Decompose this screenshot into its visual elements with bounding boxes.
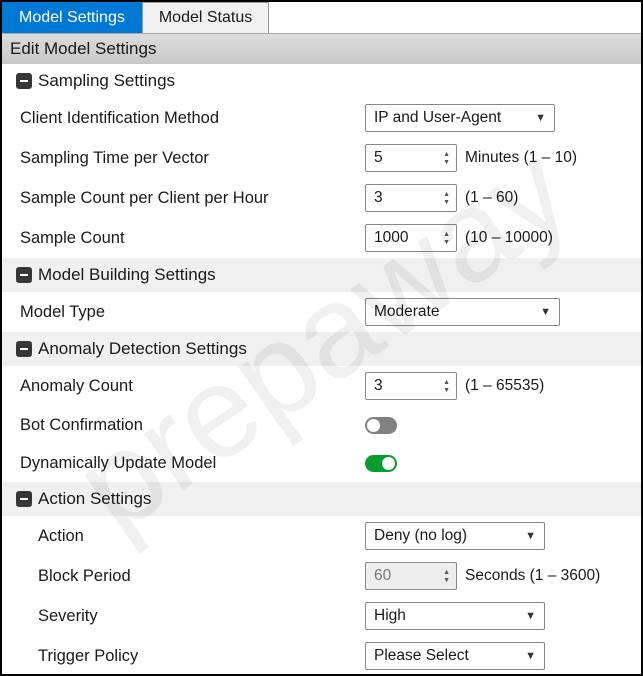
label-action: Action xyxy=(20,527,365,546)
collapse-icon xyxy=(16,267,32,283)
label-dyn-update: Dynamically Update Model xyxy=(20,454,365,473)
row-sampling-time: Sampling Time per Vector 5 ▲▼ Minutes (1… xyxy=(2,138,641,178)
section-label: Sampling Settings xyxy=(38,71,175,91)
spinner-arrows-icon: ▲▼ xyxy=(443,151,450,166)
row-client-id: Client Identification Method IP and User… xyxy=(2,98,641,138)
label-sample-count-client: Sample Count per Client per Hour xyxy=(20,189,365,208)
select-action[interactable]: Deny (no log) ▼ xyxy=(365,522,545,550)
label-client-id: Client Identification Method xyxy=(20,109,365,128)
section-anomaly[interactable]: Anomaly Detection Settings xyxy=(2,332,641,366)
label-model-type: Model Type xyxy=(20,303,365,322)
hint-block-period: Seconds (1 – 3600) xyxy=(465,567,600,585)
spinner-value: 3 xyxy=(374,377,383,395)
select-value: Deny (no log) xyxy=(374,527,467,545)
hint-sample-count: (10 – 10000) xyxy=(465,229,553,247)
row-anomaly-count: Anomaly Count 3 ▲▼ (1 – 65535) xyxy=(2,366,641,406)
spinner-arrows-icon: ▲▼ xyxy=(443,191,450,206)
tabs: Model Settings Model Status xyxy=(2,2,641,33)
chevron-down-icon: ▼ xyxy=(535,112,546,124)
section-label: Anomaly Detection Settings xyxy=(38,339,247,359)
row-block-period: Block Period 60 ▲▼ Seconds (1 – 3600) xyxy=(2,556,641,596)
spinner-value: 5 xyxy=(374,149,383,167)
tab-model-status[interactable]: Model Status xyxy=(142,2,269,33)
row-bot-confirmation: Bot Confirmation xyxy=(2,406,641,444)
select-severity[interactable]: High ▼ xyxy=(365,602,545,630)
tab-model-settings[interactable]: Model Settings xyxy=(2,2,142,33)
label-sampling-time: Sampling Time per Vector xyxy=(20,149,365,168)
spinner-value: 3 xyxy=(374,189,383,207)
chevron-down-icon: ▼ xyxy=(525,610,536,622)
collapse-icon xyxy=(16,341,32,357)
spinner-value: 1000 xyxy=(374,229,408,247)
spinner-value: 60 xyxy=(374,567,391,585)
spinner-arrows-icon: ▲▼ xyxy=(443,231,450,246)
select-client-id[interactable]: IP and User-Agent ▼ xyxy=(365,104,555,132)
section-label: Action Settings xyxy=(38,489,151,509)
row-severity: Severity High ▼ xyxy=(2,596,641,636)
label-trigger-policy: Trigger Policy xyxy=(20,647,365,666)
collapse-icon xyxy=(16,73,32,89)
label-bot-confirmation: Bot Confirmation xyxy=(20,416,365,435)
input-sample-count[interactable]: 1000 ▲▼ xyxy=(365,224,457,252)
select-value: High xyxy=(374,607,406,625)
chevron-down-icon: ▼ xyxy=(540,306,551,318)
input-anomaly-count[interactable]: 3 ▲▼ xyxy=(365,372,457,400)
chevron-down-icon: ▼ xyxy=(525,650,536,662)
label-anomaly-count: Anomaly Count xyxy=(20,377,365,396)
toggle-bot-confirmation[interactable] xyxy=(365,417,397,434)
page-title: Edit Model Settings xyxy=(2,33,641,64)
hint-sampling-time: Minutes (1 – 10) xyxy=(465,149,577,167)
input-sampling-time[interactable]: 5 ▲▼ xyxy=(365,144,457,172)
row-model-type: Model Type Moderate ▼ xyxy=(2,292,641,332)
label-severity: Severity xyxy=(20,607,365,626)
toggle-dyn-update[interactable] xyxy=(365,455,397,472)
label-block-period: Block Period xyxy=(20,567,365,586)
select-model-type[interactable]: Moderate ▼ xyxy=(365,298,560,326)
select-value: IP and User-Agent xyxy=(374,109,501,127)
section-sampling[interactable]: Sampling Settings xyxy=(2,64,641,98)
row-dyn-update: Dynamically Update Model xyxy=(2,444,641,482)
input-block-period[interactable]: 60 ▲▼ xyxy=(365,562,457,590)
row-sample-count-client: Sample Count per Client per Hour 3 ▲▼ (1… xyxy=(2,178,641,218)
spinner-arrows-icon: ▲▼ xyxy=(443,379,450,394)
section-building[interactable]: Model Building Settings xyxy=(2,258,641,292)
select-value: Please Select xyxy=(374,647,469,665)
row-sample-count: Sample Count 1000 ▲▼ (10 – 10000) xyxy=(2,218,641,258)
select-trigger-policy[interactable]: Please Select ▼ xyxy=(365,642,545,670)
row-action: Action Deny (no log) ▼ xyxy=(2,516,641,556)
label-sample-count: Sample Count xyxy=(20,229,365,248)
spinner-arrows-icon: ▲▼ xyxy=(443,569,450,584)
collapse-icon xyxy=(16,491,32,507)
select-value: Moderate xyxy=(374,303,439,321)
section-action[interactable]: Action Settings xyxy=(2,482,641,516)
hint-sample-count-client: (1 – 60) xyxy=(465,189,518,207)
section-label: Model Building Settings xyxy=(38,265,216,285)
input-sample-count-client[interactable]: 3 ▲▼ xyxy=(365,184,457,212)
hint-anomaly-count: (1 – 65535) xyxy=(465,377,544,395)
chevron-down-icon: ▼ xyxy=(525,530,536,542)
row-trigger-policy: Trigger Policy Please Select ▼ xyxy=(2,636,641,676)
